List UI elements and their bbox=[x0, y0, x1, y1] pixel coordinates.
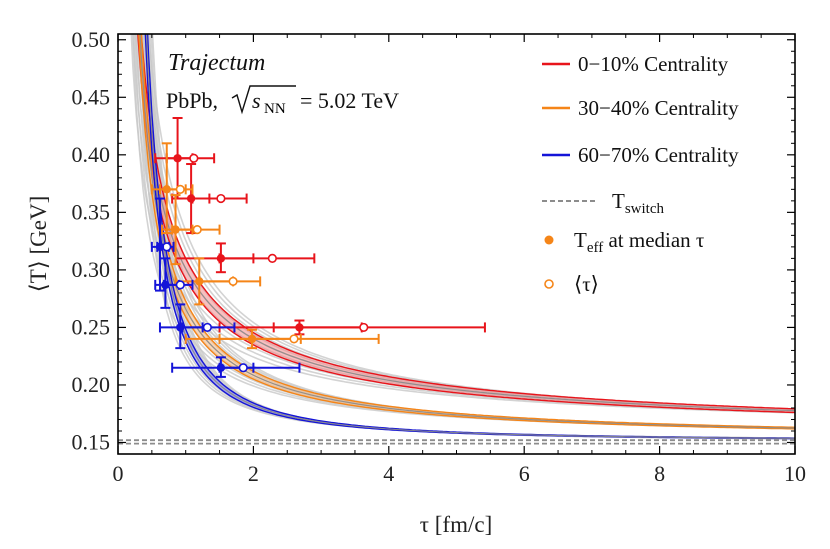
teff-marker bbox=[247, 334, 257, 344]
x-tick-label: 0 bbox=[113, 461, 124, 486]
teff-marker bbox=[216, 254, 226, 263]
x-axis-title: τ [fm/c] bbox=[420, 512, 492, 537]
teff-marker bbox=[216, 363, 226, 372]
y-tick-label: 0.50 bbox=[72, 27, 111, 52]
legend-teff-rest: at median τ bbox=[603, 228, 704, 252]
legend-swatch-mean-tau bbox=[544, 279, 554, 289]
mean-tau-marker bbox=[175, 280, 185, 290]
y-tick-label: 0.35 bbox=[72, 199, 111, 224]
legend-tswitch-sub: switch bbox=[625, 201, 665, 217]
y-tick-label: 0.15 bbox=[72, 429, 111, 454]
band-edge-high-0 bbox=[140, 34, 795, 410]
annotation-title: Trajectum bbox=[168, 50, 265, 76]
band-edge-low-1 bbox=[138, 34, 795, 430]
teff-marker bbox=[161, 280, 170, 290]
band-center-2 bbox=[145, 34, 795, 439]
mean-tau-marker bbox=[267, 253, 277, 263]
legend-tswitch-main: T bbox=[612, 189, 625, 213]
x-tick-label: 2 bbox=[248, 461, 259, 486]
annotation-energy-value: = 5.02 TeV bbox=[300, 88, 399, 113]
sqrt-sign bbox=[231, 85, 296, 115]
teff-marker bbox=[173, 154, 182, 163]
legend-label-60-70: 60−70% Centrality bbox=[578, 143, 739, 167]
markers bbox=[155, 153, 369, 373]
x-tick-label: 4 bbox=[383, 461, 394, 486]
mean-tau-marker bbox=[192, 225, 202, 235]
y-axis-title: ⟨T⟩ [GeV] bbox=[26, 196, 51, 293]
mean-tau-marker bbox=[238, 363, 248, 373]
teff-marker bbox=[186, 194, 196, 203]
mean-tau-marker bbox=[216, 193, 226, 204]
plot-background bbox=[118, 34, 795, 454]
legend-teff-sub: eff bbox=[587, 240, 603, 256]
annotation-system-label: PbPb, bbox=[166, 88, 218, 113]
legend-label-teff: Teff at median τ bbox=[574, 228, 704, 256]
y-tick-label: 0.25 bbox=[72, 314, 111, 339]
legend-label-mean-tau: ⟨τ⟩ bbox=[574, 272, 599, 296]
annotation-energy-sub: NN bbox=[264, 101, 286, 117]
mean-tau-marker bbox=[189, 153, 199, 163]
band-center-0 bbox=[139, 34, 795, 412]
teff-marker bbox=[195, 277, 204, 286]
legend-label-30-40: 30−40% Centrality bbox=[578, 96, 739, 120]
teff-marker bbox=[162, 185, 171, 194]
annotation-system: PbPb, s NN = 5.02 TeV bbox=[166, 85, 399, 117]
mean-tau-marker bbox=[359, 322, 369, 333]
mean-tau-marker bbox=[289, 334, 299, 344]
gray-trajectory bbox=[130, 34, 794, 414]
mean-tau-marker bbox=[228, 276, 238, 286]
legend-label-0-10: 0−10% Centrality bbox=[578, 52, 729, 76]
legend: 0−10% Centrality 30−40% Centrality 60−70… bbox=[542, 52, 739, 296]
legend-swatch-teff bbox=[544, 235, 554, 245]
x-tick-label: 6 bbox=[519, 461, 530, 486]
t-switch-lines bbox=[118, 439, 795, 445]
axis-ticks: 0 2 4 6 8 10 0.15 0.20 0.25 0.30 0.35 0.40 0.45 0.50 bbox=[72, 27, 807, 486]
y-tick-label: 0.30 bbox=[72, 257, 111, 282]
mean-tau-marker bbox=[202, 322, 212, 333]
teff-marker bbox=[155, 242, 165, 252]
legend-teff-main: T bbox=[574, 228, 587, 252]
y-tick-label: 0.20 bbox=[72, 372, 111, 397]
y-tick-label: 0.45 bbox=[72, 84, 111, 109]
y-tick-label: 0.40 bbox=[72, 142, 111, 167]
x-tick-label: 10 bbox=[784, 461, 806, 486]
legend-label-tswitch: Tswitch bbox=[612, 189, 664, 217]
x-tick-label: 8 bbox=[654, 461, 665, 486]
annotation-energy-symbol: s bbox=[252, 88, 261, 113]
teff-marker bbox=[295, 323, 304, 332]
mean-tau-marker bbox=[175, 184, 185, 194]
teff-marker bbox=[176, 323, 185, 332]
teff-marker bbox=[171, 225, 180, 234]
